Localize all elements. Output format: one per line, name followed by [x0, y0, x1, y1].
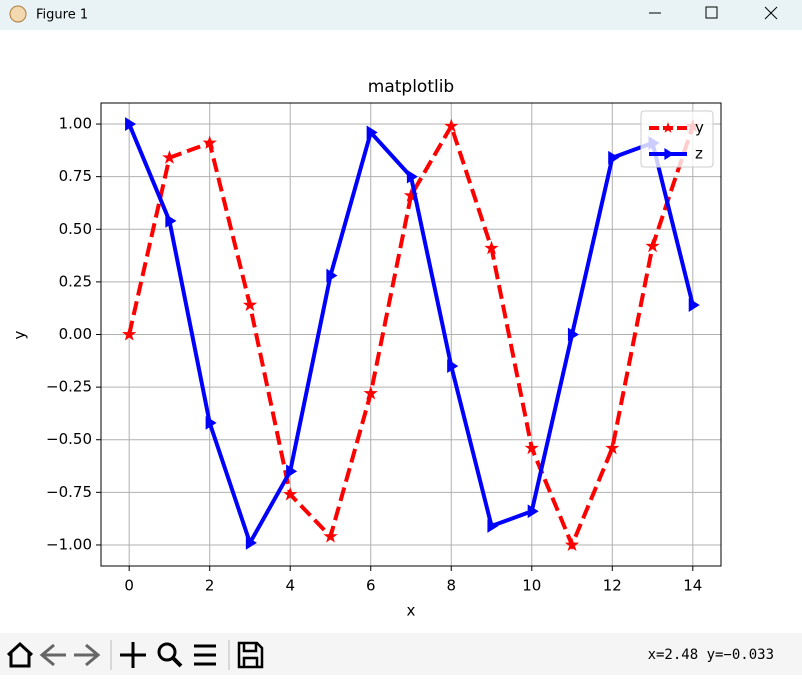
data-point	[608, 150, 620, 165]
pan-button[interactable]	[120, 642, 146, 668]
data-point	[202, 135, 217, 150]
x-tick-label: 12	[603, 577, 622, 595]
data-point	[205, 415, 217, 430]
data-point	[366, 125, 378, 140]
y-tick-label: 0.50	[59, 220, 92, 238]
status-text: x=2.48 y=−0.033	[648, 647, 774, 663]
data-point	[122, 326, 137, 341]
x-tick-label: 2	[205, 577, 215, 595]
data-point	[406, 169, 418, 184]
data-point	[605, 440, 620, 455]
data-point	[444, 118, 459, 133]
data-point	[447, 359, 459, 373]
data-point	[645, 238, 660, 253]
data-point	[242, 297, 258, 312]
save-button[interactable]	[237, 641, 264, 669]
y-tick-label: −1.00	[46, 535, 92, 553]
forward-button[interactable]	[74, 643, 101, 667]
y-axis-label: y	[11, 330, 29, 339]
window-title: Figure 1	[36, 8, 88, 23]
y-tick-label: −0.75	[46, 483, 92, 501]
y-tick-label: 1.00	[59, 115, 92, 133]
data-point	[283, 486, 298, 501]
x-tick-label: 4	[285, 577, 295, 595]
data-point	[363, 385, 378, 400]
data-point	[245, 535, 257, 550]
y-tick-label: 0.00	[59, 325, 92, 343]
data-point	[487, 519, 499, 533]
data-point	[323, 528, 338, 543]
legend-marker	[662, 122, 674, 133]
x-tick-label: 0	[124, 577, 134, 595]
legend-label: z	[695, 145, 703, 163]
close-button[interactable]	[764, 6, 778, 20]
x-axis-label: x	[407, 602, 416, 620]
data-point	[564, 537, 580, 552]
data-point	[484, 240, 499, 255]
plot-frame	[100, 102, 722, 567]
data-point	[165, 213, 177, 228]
app-icon	[9, 5, 27, 23]
data-point	[125, 117, 137, 131]
x-tick-label: 14	[683, 577, 702, 595]
data-point	[326, 268, 338, 283]
data-point	[527, 504, 539, 519]
configure-button[interactable]	[194, 644, 216, 666]
data-point	[162, 150, 177, 164]
y-tick-label: 0.75	[59, 167, 92, 185]
data-point	[567, 327, 579, 342]
title-bar	[0, 0, 802, 30]
data-point	[524, 440, 539, 455]
chart-title: matplotlib	[368, 77, 454, 97]
data-point	[286, 464, 298, 479]
x-tick-label: 8	[446, 577, 456, 595]
y-tick-label: −0.50	[46, 430, 92, 448]
legend-label: y	[695, 119, 704, 137]
y-tick-label: 0.25	[59, 272, 92, 290]
y-tick-label: −0.25	[46, 378, 92, 396]
maximize-button[interactable]	[705, 6, 718, 19]
x-tick-label: 10	[522, 577, 541, 595]
home-button[interactable]	[6, 641, 34, 668]
zoom-button[interactable]	[157, 642, 183, 668]
back-button[interactable]	[39, 643, 66, 667]
x-tick-label: 6	[366, 577, 376, 595]
data-point	[688, 298, 700, 312]
legend-marker	[664, 148, 674, 160]
